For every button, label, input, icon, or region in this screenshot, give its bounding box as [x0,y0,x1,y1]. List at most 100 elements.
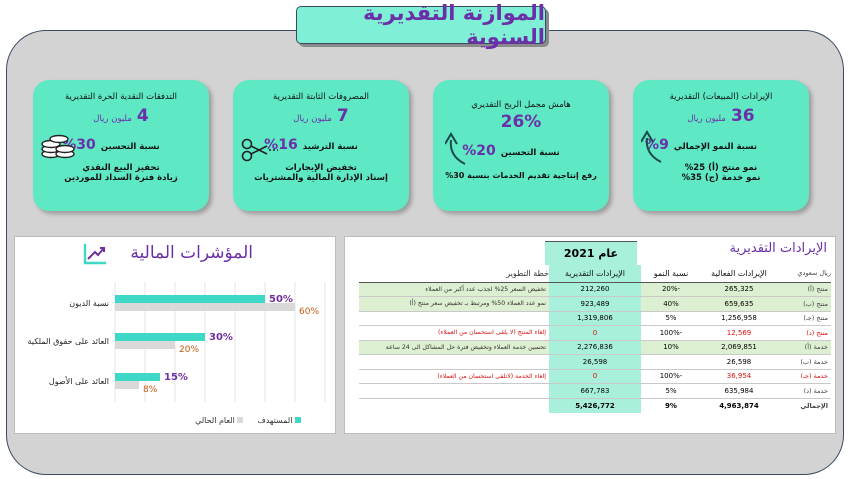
cell-actual: 265,325 [701,282,777,297]
cell-growth: -20% [641,282,701,297]
cell-growth [641,354,701,370]
cell-actual: 659,635 [701,296,777,312]
cell-actual: 36,954 [701,369,777,384]
card-value: 36 [730,106,755,126]
card-unit: مليون ريال [293,114,332,124]
table-row: خدمة (د) 635,984 5% 667,783 [359,383,831,399]
cell-actual: 12,569 [701,325,777,341]
indicators-bar-chart: نسبة الديون 50% 60% العائد على حقوق الملكية… [28,282,326,402]
data-label-current: 8% [143,385,158,395]
legend-current: العام الحالي [195,416,244,425]
revenue-panel: الإيرادات التقديرية عام 2021 ريال سعودي … [344,236,836,434]
chart-trend-icon [83,243,107,265]
page-title: الموازنة التقديرية السنوية [296,1,546,49]
cell-estimated: 923,489 [549,296,641,312]
chart-legend: المستهدف العام الحالي [195,416,301,425]
cell-item: خدمة (ب) [777,354,831,370]
cell-item: منتج (أ) [777,282,831,297]
card-gross-margin: هامش مجمل الربح التقديري 26% نسبة التحسي… [433,80,609,211]
cell-estimated: 26,598 [549,354,641,370]
cell-growth: -100% [641,369,701,384]
data-label-target: 50% [269,294,293,305]
category-label: العائد على الأصول [49,376,109,386]
bar-target [115,333,205,341]
revenue-table: ريال سعودي الإيرادات الفعالية نسبة النمو… [359,265,831,413]
card-value: 7 [336,106,349,126]
total-growth: 9% [641,397,701,413]
cell-estimated: 0 [549,325,641,341]
trend-up-arrow-icon [445,132,471,166]
cell-growth: -100% [641,325,701,341]
cell-plan [359,311,549,326]
cell-item: خدمة (جـ) [777,369,831,384]
card-unit: مليون ريال [687,114,726,124]
cell-item: خدمة (أ) [777,340,831,355]
bar-current [115,381,139,389]
card-revenue: الإيرادات (المبيعات) التقديرية 36 مليون … [633,80,809,211]
card-line1-label: نسبة التحسين [500,148,560,158]
card-unit: مليون ريال [93,114,132,124]
table-row: منتج (ب) 659,635 40% 923,489 نمو عدد العملاء… [359,296,831,312]
cell-actual: 2,069,851 [701,340,777,355]
card-line3: إسناد الإدارة المالية والمشتريات [254,173,388,183]
bar-target [115,295,265,303]
card-line2: رفع إنتاجية تقديم الخدمات بنسبة 30% [445,171,597,180]
table-row: خدمة (جـ) 36,954 -100% 0 إلغاء الخدمة (لاتلق… [359,369,831,384]
header-actual: الإيرادات الفعالية [701,265,777,283]
cell-actual: 635,984 [701,383,777,399]
coins-icon [41,134,75,160]
card-line2: تخفيض الإيجارات [285,163,357,173]
revenue-title: الإيرادات التقديرية [729,241,827,256]
card-line1-value: 20% [462,143,496,159]
table-row: منتج (د) 12,569 -100% 0 إلغاء المنتج (لا يلق… [359,325,831,341]
category-label: نسبة الديون [69,299,109,308]
data-label-target: 15% [164,372,188,383]
bar-target [115,373,160,381]
cell-plan [359,383,549,399]
card-line1-label: نسبة التحسين [100,142,160,152]
cell-item: منتج (د) [777,325,831,341]
trend-up-arrow-icon [641,130,667,164]
header-growth: نسبة النمو [641,265,701,283]
data-label-target: 30% [209,332,233,343]
legend-target: المستهدف [257,416,301,425]
cell-estimated: 212,260 [549,282,641,297]
cell-item: منتج (جـ) [777,311,831,326]
card-value: 26% [500,112,542,132]
cell-item: خدمة (د) [777,383,831,399]
total-plan [359,397,549,413]
header-estimated: الإيرادات التقديرية [549,265,641,283]
card-title: التدفقات النقدية الحرة التقديرية [64,92,178,102]
scissors-icon [241,138,279,162]
cell-growth: 10% [641,340,701,355]
total-actual: 4,963,874 [701,397,777,413]
table-header-row: ريال سعودي الإيرادات الفعالية نسبة النمو… [359,265,831,283]
table-row: خدمة (أ) 2,069,851 10% 2,276,836 تحسين خدمة … [359,340,831,355]
card-fixed-expenses: المصروفات الثابتة التقديرية 7 مليون ريال… [233,80,409,211]
table-total-row: الإجمالي 4,963,874 9% 5,426,772 [359,397,831,413]
year-label: عام 2021 [545,241,637,265]
card-line1-label: نسبة النمو الإجمالي [673,142,757,152]
cell-plan: تخفيض السعر 25% لجذب عدد أكبر من العملاء [359,282,549,297]
cell-actual: 26,598 [701,354,777,370]
bar-current [115,341,175,349]
card-value: 4 [136,106,149,126]
category-label: العائد على حقوق الملكية [28,337,110,346]
table-row: منتج (جـ) 1,256,958 5% 1,319,806 [359,311,831,326]
financial-indicators-panel: المؤشرات المالية نسبة الديون 50% 60% العائد… [14,236,336,434]
card-title: الإيرادات (المبيعات) التقديرية [669,92,773,102]
cell-item: منتج (ب) [777,296,831,312]
cell-plan: إلغاء المنتج (لا يلقى استحسان من العملاء… [359,325,549,341]
cell-actual: 1,256,958 [701,311,777,326]
cell-estimated: 2,276,836 [549,340,641,355]
card-title: المصروفات الثابتة التقديرية [273,92,369,102]
cell-plan: تحسين خدمة العملاء وتخفيض فترة حل المشاك… [359,340,549,355]
cell-plan [359,354,549,370]
header-plan: خطة التطوير [359,265,549,283]
total-item: الإجمالي [777,397,831,413]
cell-estimated: 0 [549,369,641,384]
cell-growth: 5% [641,383,701,399]
card-line1-value: 16% [264,137,298,153]
cell-plan: نمو عدد العملاء 50% ومرتبط بـ تخفيض سعر … [359,296,549,312]
data-label-current: 20% [179,345,199,355]
